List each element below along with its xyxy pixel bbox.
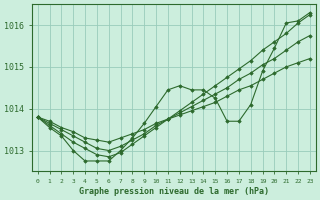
- X-axis label: Graphe pression niveau de la mer (hPa): Graphe pression niveau de la mer (hPa): [79, 187, 269, 196]
